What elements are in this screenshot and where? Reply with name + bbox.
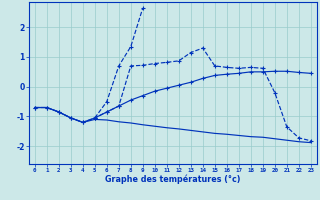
X-axis label: Graphe des températures (°c): Graphe des températures (°c) <box>105 175 241 184</box>
